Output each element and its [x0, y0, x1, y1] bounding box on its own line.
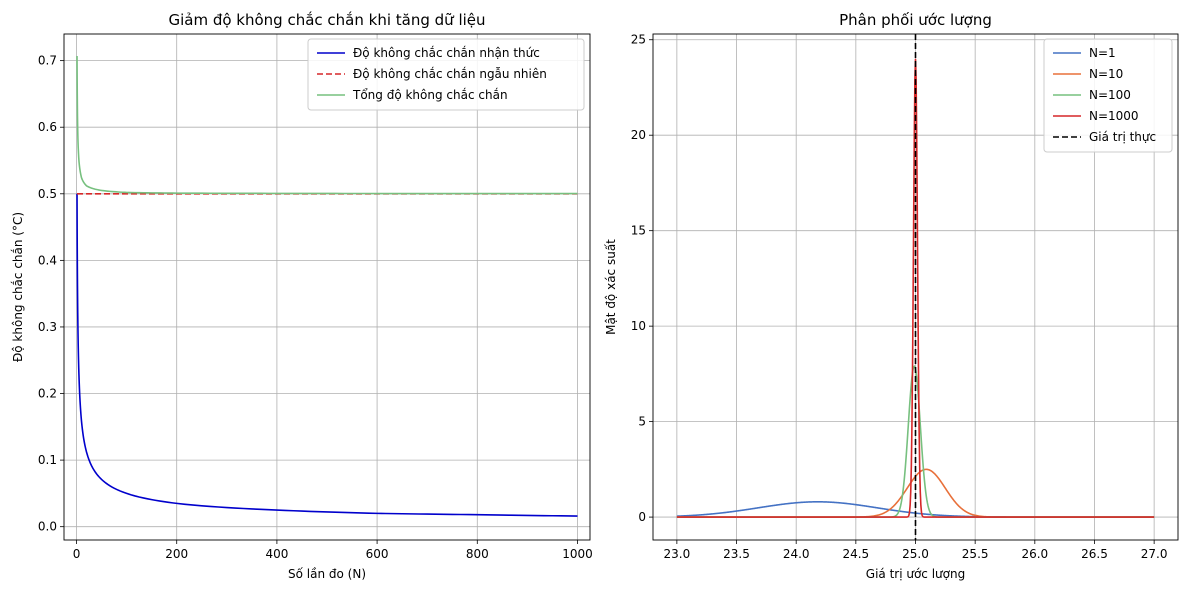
y-tick-label: 0.4 [38, 253, 57, 267]
x-tick-label: 24.0 [783, 547, 810, 561]
y-tick-label: 0.5 [38, 187, 57, 201]
x-tick-label: 800 [466, 547, 489, 561]
y-tick-label: 0.1 [38, 453, 57, 467]
series-line-4 [676, 58, 1155, 518]
y-axis-label: Mật độ xác suất [604, 239, 618, 335]
x-tick-label: 26.5 [1081, 547, 1108, 561]
y-axis-label: Độ không chắc chắn (°C) [11, 212, 25, 362]
plot-area [676, 34, 1155, 540]
y-tick-label: 5 [638, 415, 646, 429]
legend-label: N=1000 [1089, 109, 1139, 123]
legend-label: N=1 [1089, 46, 1116, 60]
legend-label: Giá trị thực [1089, 130, 1156, 144]
x-tick-label: 27.0 [1141, 547, 1168, 561]
x-tick-label: 25.0 [902, 547, 929, 561]
x-axis-label: Giá trị ước lượng [866, 567, 965, 581]
legend-label: Tổng độ không chắc chắn [352, 88, 508, 102]
y-tick-label: 15 [631, 224, 646, 238]
axes-frame [63, 33, 591, 541]
y-tick-label: 25 [631, 33, 646, 47]
right-chart-estimate-distribution: 23.0 23.5 24.0 24.5 25.0 25.5 26.0 26.5 27.0 0 5 10… [604, 11, 1179, 581]
legend: N=1 N=10 N=100 N=1000 Giá trị thực [1043, 38, 1173, 153]
legend-label: N=100 [1089, 88, 1131, 102]
x-tick-label: 23.5 [723, 547, 750, 561]
x-tick-label: 400 [265, 547, 288, 561]
x-tick-label: 600 [366, 547, 389, 561]
series-line-1 [76, 193, 578, 517]
x-tick-label: 25.5 [962, 547, 989, 561]
legend-label: Độ không chắc chắn ngẫu nhiên [353, 67, 547, 81]
y-tick-label: 0.2 [38, 387, 57, 401]
x-tick-label: 0 [73, 547, 81, 561]
legend-box [1043, 38, 1173, 153]
y-tick-label: 0.7 [38, 54, 57, 68]
plot-area [76, 55, 578, 517]
legend: Độ không chắc chắn nhận thức Độ không chắ… [307, 38, 585, 111]
x-tick-label: 26.0 [1021, 547, 1048, 561]
x-axis-label: Số lần đo (N) [288, 567, 366, 581]
x-tick-label: 1000 [562, 547, 593, 561]
legend-label: Độ không chắc chắn nhận thức [353, 46, 540, 60]
x-tick-label: 23.0 [664, 547, 691, 561]
legend-box [307, 38, 585, 111]
series-line-3 [76, 55, 578, 195]
chart-title: Giảm độ không chắc chắn khi tăng dữ liệu [168, 11, 485, 29]
y-tick-label: 0.0 [38, 520, 57, 534]
y-tick-label: 20 [631, 128, 646, 142]
y-tick-label: 10 [631, 319, 646, 333]
y-tick-label: 0.6 [38, 120, 57, 134]
x-tick-label: 24.5 [842, 547, 869, 561]
y-tick-label: 0 [638, 510, 646, 524]
legend-label: N=10 [1089, 67, 1123, 81]
y-tick-label: 0.3 [38, 320, 57, 334]
left-chart-uncertainty: 0 200 400 600 800 1000 0.0 0.1 0.2 0.3 0.4 0.5 0.6 0.… [11, 11, 593, 581]
x-tick-label: 200 [165, 547, 188, 561]
chart-title: Phân phối ước lượng [839, 11, 992, 29]
